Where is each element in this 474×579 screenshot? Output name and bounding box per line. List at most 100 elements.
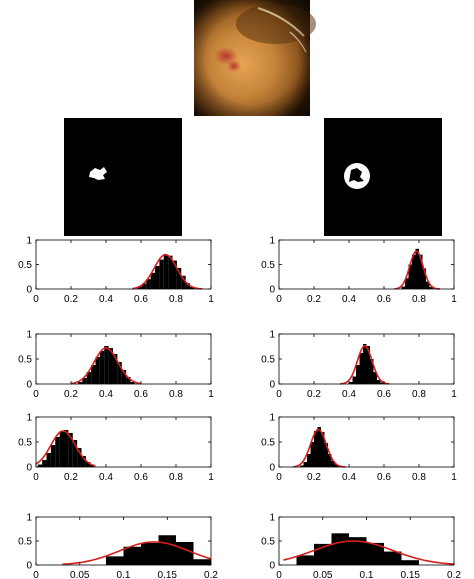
- x-tick-label: 0.8: [169, 294, 183, 305]
- histogram-bar: [335, 464, 339, 467]
- x-tick-label: 0.2: [307, 294, 321, 305]
- x-tick-label: 0.6: [377, 294, 391, 305]
- histogram-right-row2: 0 0.2 0.4 0.6 0.8 1 0 0.5 1: [261, 330, 457, 401]
- histogram-right-row3: 0 0.2 0.4 0.6 0.8 1 0 0.5 1: [261, 413, 457, 484]
- histogram-bar: [181, 275, 186, 289]
- histogram-bar: [401, 286, 405, 289]
- histogram-bar: [359, 353, 363, 384]
- histogram-bar: [380, 382, 384, 384]
- x-tick-label: 0.6: [377, 389, 391, 400]
- histogram-bar: [108, 348, 114, 384]
- histogram-bar: [90, 465, 95, 467]
- histogram-bar: [352, 376, 356, 384]
- histogram-bar: [296, 555, 314, 565]
- y-tick-label: 1: [26, 236, 32, 247]
- histogram-bar: [384, 551, 402, 565]
- histogram-bar: [91, 365, 96, 384]
- histogram-bar: [328, 454, 332, 467]
- histogram-bar: [310, 442, 314, 467]
- x-tick-label: 0.15: [401, 570, 421, 579]
- histogram-bar: [141, 283, 147, 289]
- histogram-bar: [104, 346, 109, 384]
- histogram-bar: [429, 287, 433, 289]
- histogram-bar: [159, 259, 164, 289]
- mask-right: [324, 118, 442, 236]
- histogram-bar: [150, 272, 156, 289]
- histogram-left-row4: 0 0.05 0.1 0.15 0.2 0 0.5 1: [18, 513, 218, 579]
- y-tick-label: 0.5: [18, 438, 32, 449]
- histogram-bar: [163, 254, 169, 289]
- histogram-bar: [126, 377, 131, 384]
- x-tick-label: 0.6: [134, 389, 148, 400]
- x-tick-label: 0.05: [313, 570, 333, 579]
- histogram-bar: [185, 283, 191, 289]
- histogram-bar: [176, 541, 194, 565]
- histogram-bar: [158, 535, 176, 565]
- y-tick-label: 0.5: [261, 438, 275, 449]
- x-tick-label: 0.6: [377, 472, 391, 483]
- histogram-bar: [113, 354, 118, 384]
- histogram-bar: [37, 464, 43, 467]
- histogram-bar: [46, 453, 51, 467]
- y-tick-label: 1: [26, 413, 32, 424]
- histogram-bar: [141, 542, 159, 565]
- histogram-bar: [155, 265, 160, 289]
- y-tick-label: 1: [26, 330, 32, 341]
- histogram-grid: 0 0.2 0.4 0.6 0.8 1 0 0.5 1 0 0.2 0.4 0.6 0.8 1 0 0.5 1 0 0…: [18, 236, 461, 579]
- x-tick-label: 0: [33, 472, 39, 483]
- x-tick-label: 0.8: [412, 472, 426, 483]
- histogram-bar: [55, 437, 60, 467]
- y-tick-label: 0.5: [261, 355, 275, 366]
- histogram-bar: [349, 382, 353, 384]
- endoscopy-photo: [194, 0, 316, 116]
- x-tick-label: 0: [33, 389, 39, 400]
- histogram-bar: [77, 448, 82, 467]
- histogram-bar: [324, 443, 328, 467]
- x-tick-label: 0.2: [307, 389, 321, 400]
- fit-curve: [132, 253, 203, 290]
- histogram-bar: [405, 278, 409, 289]
- histogram-bar: [86, 372, 92, 384]
- x-tick-label: 0.2: [64, 472, 78, 483]
- x-tick-label: 0.4: [342, 389, 356, 400]
- histogram-bar: [408, 264, 412, 289]
- x-tick-label: 0.2: [64, 294, 78, 305]
- x-tick-label: 0.4: [99, 389, 113, 400]
- histogram-bar: [130, 382, 135, 384]
- histogram-bar: [85, 462, 91, 467]
- histogram-bar: [117, 362, 122, 384]
- histogram-bar: [78, 382, 83, 384]
- histogram-bar: [303, 462, 307, 467]
- x-tick-label: 0: [276, 389, 282, 400]
- x-tick-label: 0.2: [307, 472, 321, 483]
- histogram-bar: [370, 359, 374, 384]
- fit-curve: [340, 345, 390, 385]
- histogram-bar: [426, 281, 430, 289]
- x-tick-label: 0.4: [99, 472, 113, 483]
- histogram-bar: [176, 267, 182, 289]
- histogram-bar: [146, 279, 151, 289]
- histogram-bar: [81, 456, 86, 467]
- x-tick-label: 0.4: [342, 294, 356, 305]
- y-tick-label: 1: [269, 513, 275, 524]
- x-tick-label: 0.4: [99, 294, 113, 305]
- histogram-bar: [412, 254, 416, 289]
- x-tick-label: 0.8: [169, 389, 183, 400]
- fit-curve: [394, 250, 441, 290]
- y-tick-label: 0.5: [18, 260, 32, 271]
- histogram-bar: [137, 287, 142, 289]
- histogram-bar: [172, 260, 177, 289]
- x-tick-label: 0.1: [360, 570, 374, 579]
- histogram-bar: [415, 248, 419, 289]
- histogram-bar: [356, 365, 360, 384]
- mask-left: [64, 118, 182, 236]
- histogram-bar: [99, 351, 105, 384]
- fit-curve: [62, 541, 212, 566]
- histogram-left-row3: 0 0.2 0.4 0.6 0.8 1 0 0.5 1: [18, 413, 214, 484]
- x-tick-label: 1: [451, 472, 457, 483]
- x-tick-label: 0: [276, 570, 282, 579]
- y-tick-label: 1: [269, 413, 275, 424]
- x-tick-label: 1: [451, 294, 457, 305]
- histogram-bar: [373, 372, 377, 384]
